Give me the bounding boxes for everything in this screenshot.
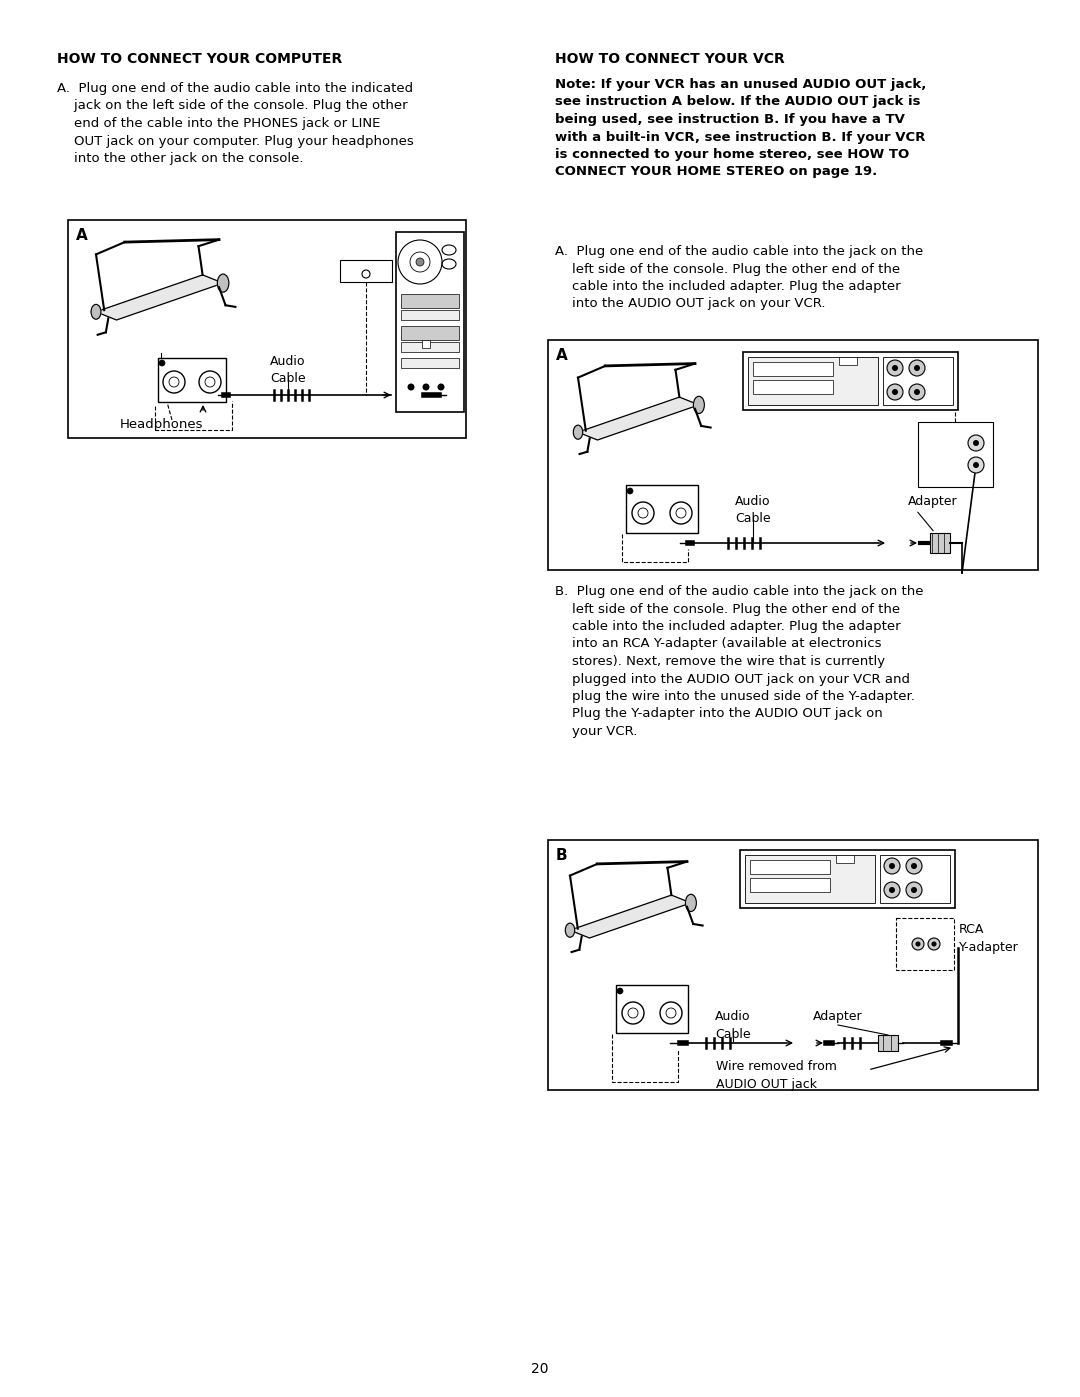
- Bar: [753, 380, 833, 394]
- Circle shape: [885, 858, 900, 875]
- Text: HOW TO CONNECT YOUR VCR: HOW TO CONNECT YOUR VCR: [555, 52, 785, 66]
- Bar: [422, 339, 430, 348]
- Circle shape: [437, 384, 445, 391]
- Text: B.  Plug one end of the audio cable into the jack on the
    left side of the co: B. Plug one end of the audio cable into …: [555, 585, 923, 738]
- Text: A: A: [76, 228, 87, 243]
- Polygon shape: [96, 275, 224, 320]
- Bar: [748, 358, 878, 405]
- Circle shape: [968, 434, 984, 451]
- Ellipse shape: [686, 894, 697, 911]
- Bar: [753, 362, 833, 376]
- Bar: [918, 422, 993, 488]
- Bar: [401, 358, 459, 367]
- Bar: [896, 918, 954, 970]
- Circle shape: [968, 457, 984, 474]
- Bar: [548, 339, 1038, 570]
- Text: B: B: [556, 848, 568, 863]
- Text: Wire removed from: Wire removed from: [716, 1060, 837, 1073]
- Bar: [548, 840, 1038, 1090]
- Circle shape: [912, 887, 917, 893]
- Bar: [401, 293, 459, 307]
- Circle shape: [416, 258, 424, 265]
- Ellipse shape: [573, 425, 583, 439]
- Circle shape: [892, 365, 897, 372]
- Ellipse shape: [693, 397, 704, 414]
- Text: RCA
Y-adapter: RCA Y-adapter: [959, 923, 1018, 954]
- Circle shape: [889, 887, 895, 893]
- Text: OUT: OUT: [191, 360, 207, 370]
- Circle shape: [407, 384, 415, 391]
- Bar: [740, 849, 955, 908]
- Text: AUDIO OUT jack: AUDIO OUT jack: [716, 1078, 816, 1091]
- Bar: [340, 260, 392, 282]
- Ellipse shape: [91, 305, 100, 319]
- Bar: [930, 534, 950, 553]
- Circle shape: [912, 937, 924, 950]
- Polygon shape: [578, 397, 699, 440]
- Bar: [396, 232, 464, 412]
- Bar: [158, 358, 226, 402]
- Text: LINE OUT: LINE OUT: [350, 263, 382, 270]
- Text: Adapter: Adapter: [813, 1010, 863, 1023]
- Text: A: A: [556, 348, 568, 363]
- Circle shape: [887, 360, 903, 376]
- Circle shape: [914, 365, 920, 372]
- Circle shape: [914, 388, 920, 395]
- Ellipse shape: [565, 923, 575, 937]
- Bar: [836, 855, 854, 863]
- Polygon shape: [570, 895, 691, 937]
- Text: Headphones: Headphones: [120, 418, 203, 432]
- Circle shape: [931, 942, 936, 947]
- Text: Adapter: Adapter: [908, 495, 958, 509]
- Bar: [750, 877, 831, 893]
- Bar: [616, 985, 688, 1032]
- Circle shape: [887, 384, 903, 400]
- Text: Audio
Cable: Audio Cable: [715, 1010, 751, 1041]
- Bar: [401, 310, 459, 320]
- Text: IN: IN: [630, 988, 638, 996]
- Text: IN: IN: [170, 360, 178, 370]
- Circle shape: [892, 388, 897, 395]
- Text: Audio
Cable: Audio Cable: [735, 495, 771, 525]
- Text: Audio
Cable: Audio Cable: [270, 355, 306, 386]
- Circle shape: [909, 384, 924, 400]
- Circle shape: [627, 488, 633, 495]
- Bar: [883, 358, 953, 405]
- Circle shape: [909, 360, 924, 376]
- Text: A.  Plug one end of the audio cable into the indicated
    jack on the left side: A. Plug one end of the audio cable into …: [57, 82, 414, 165]
- Bar: [878, 1035, 897, 1051]
- Circle shape: [617, 988, 623, 995]
- Bar: [68, 219, 465, 439]
- Bar: [880, 855, 950, 902]
- Text: Note: If your VCR has an unused AUDIO OUT jack,
see instruction A below. If the : Note: If your VCR has an unused AUDIO OU…: [555, 78, 927, 179]
- Text: A.  Plug one end of the audio cable into the jack on the
    left side of the co: A. Plug one end of the audio cable into …: [555, 244, 923, 310]
- Circle shape: [422, 384, 430, 391]
- Bar: [401, 326, 459, 339]
- Circle shape: [973, 462, 978, 468]
- Text: 20: 20: [531, 1362, 549, 1376]
- Circle shape: [906, 882, 922, 898]
- Circle shape: [912, 863, 917, 869]
- Circle shape: [159, 360, 165, 366]
- Bar: [743, 352, 958, 409]
- Bar: [401, 342, 459, 352]
- Circle shape: [916, 942, 920, 947]
- Text: OUT: OUT: [652, 988, 669, 996]
- Circle shape: [928, 937, 940, 950]
- Circle shape: [889, 863, 895, 869]
- Bar: [626, 485, 698, 534]
- Circle shape: [973, 440, 978, 446]
- Text: RIGHT: RIGHT: [923, 439, 947, 447]
- Text: IN: IN: [640, 488, 648, 496]
- Text: HOW TO CONNECT YOUR COMPUTER: HOW TO CONNECT YOUR COMPUTER: [57, 52, 342, 66]
- Bar: [745, 855, 875, 902]
- Text: OUT: OUT: [662, 488, 678, 496]
- Ellipse shape: [217, 274, 229, 292]
- Text: AUDIO OUT: AUDIO OUT: [933, 425, 976, 434]
- Circle shape: [906, 858, 922, 875]
- Circle shape: [885, 882, 900, 898]
- Text: LEFT: LEFT: [923, 458, 941, 467]
- Bar: [839, 358, 858, 365]
- Bar: [750, 861, 831, 875]
